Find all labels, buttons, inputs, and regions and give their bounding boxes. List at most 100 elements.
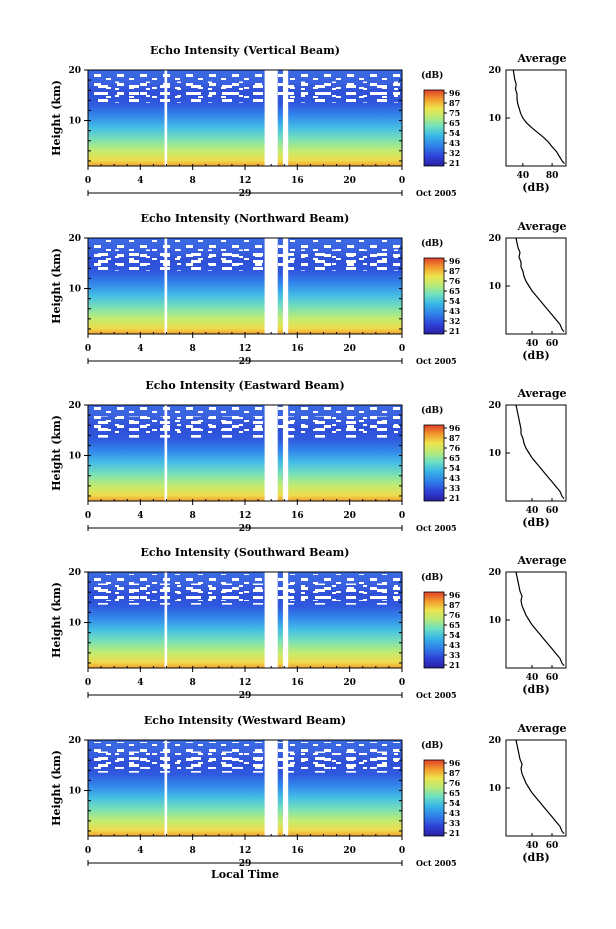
panel-title: Echo Intensity (Vertical Beam) bbox=[150, 44, 340, 57]
x-tick-label: 20 bbox=[343, 511, 356, 521]
y-tick-label: 20 bbox=[68, 568, 81, 578]
y-axis-label: Height (km) bbox=[50, 582, 63, 658]
colorbar-tick-label: 65 bbox=[449, 788, 460, 798]
date-month: Oct 2005 bbox=[416, 858, 457, 868]
average-x-tick-label: 40 bbox=[526, 506, 539, 516]
date-day: 29 bbox=[239, 524, 252, 534]
colorbar bbox=[423, 89, 445, 167]
colorbar-tick-label: 96 bbox=[449, 88, 461, 98]
average-y-tick-label: 20 bbox=[488, 568, 501, 578]
average-title: Average bbox=[516, 387, 566, 400]
colorbar bbox=[423, 591, 445, 669]
average-y-tick-label: 20 bbox=[488, 401, 501, 411]
average-profile-line bbox=[515, 404, 565, 499]
panel-title: Echo Intensity (Northward Beam) bbox=[141, 212, 350, 225]
data-gap-3 bbox=[282, 405, 289, 501]
colorbar-tick-label: 21 bbox=[449, 326, 460, 336]
average-profile-line bbox=[515, 237, 565, 332]
data-gap-1 bbox=[164, 740, 168, 836]
average-frame bbox=[505, 571, 567, 669]
y-tick-label: 20 bbox=[68, 66, 81, 76]
average-x-tick-label: 60 bbox=[546, 339, 559, 349]
average-profile-line bbox=[515, 571, 565, 666]
x-tick-label: 0 bbox=[399, 511, 405, 521]
heatmap-gaps-mid bbox=[88, 416, 402, 438]
colorbar-tick-label: 65 bbox=[449, 118, 460, 128]
panel-4: Echo Intensity (Southward Beam) 20 10 Heigh… bbox=[50, 546, 567, 701]
date-day: 29 bbox=[239, 859, 252, 869]
colorbar-tick-label: 87 bbox=[449, 266, 460, 276]
colorbar-tick-label: 87 bbox=[449, 433, 460, 443]
average-y-tick-label: 10 bbox=[488, 114, 501, 124]
x-tick-label: 20 bbox=[343, 344, 356, 354]
date-month: Oct 2005 bbox=[416, 523, 457, 533]
average-x-tick-label: 60 bbox=[546, 673, 559, 683]
colorbar-tick-label: 43 bbox=[449, 138, 461, 148]
x-tick-label: 16 bbox=[291, 846, 304, 856]
panel-3: Echo Intensity (Eastward Beam) 20 10 Height… bbox=[50, 379, 567, 534]
colorbar-tick-label: 96 bbox=[449, 590, 461, 600]
x-tick-label: 0 bbox=[399, 344, 405, 354]
colorbar-tick-label: 43 bbox=[449, 640, 461, 650]
panel-title: Echo Intensity (Eastward Beam) bbox=[145, 379, 344, 392]
colorbar-tick-label: 76 bbox=[449, 610, 461, 620]
average-frame bbox=[505, 237, 567, 335]
average-y-tick-label: 10 bbox=[488, 282, 501, 292]
average-y-tick-label: 10 bbox=[488, 784, 501, 794]
date-month: Oct 2005 bbox=[416, 690, 457, 700]
colorbar-tick-label: 76 bbox=[449, 276, 461, 286]
data-gap-2 bbox=[264, 238, 278, 334]
x-tick-label: 8 bbox=[190, 678, 196, 688]
x-tick-label: 0 bbox=[85, 511, 91, 521]
colorbar-tick-label: 21 bbox=[449, 828, 460, 838]
y-tick-label: 20 bbox=[68, 401, 81, 411]
x-tick-label: 4 bbox=[137, 678, 143, 688]
average-title: Average bbox=[516, 554, 566, 567]
colorbar-tick-label: 54 bbox=[449, 463, 461, 473]
y-axis-label: Height (km) bbox=[50, 415, 63, 491]
y-tick-label: 20 bbox=[68, 234, 81, 244]
colorbar-tick-label: 96 bbox=[449, 423, 461, 433]
x-tick-label: 0 bbox=[85, 344, 91, 354]
x-tick-label: 16 bbox=[291, 176, 304, 186]
x-tick-label: 16 bbox=[291, 678, 304, 688]
colorbar-tick-label: 87 bbox=[449, 98, 460, 108]
x-tick-label: 8 bbox=[190, 846, 196, 856]
colorbar-tick-label: 87 bbox=[449, 600, 460, 610]
panel-title: Echo Intensity (Southward Beam) bbox=[141, 546, 350, 559]
colorbar-unit: (dB) bbox=[421, 238, 443, 249]
average-title: Average bbox=[516, 722, 566, 735]
average-profile-line bbox=[512, 69, 565, 165]
panel-5: Echo Intensity (Westward Beam) 20 10 Height… bbox=[50, 714, 567, 869]
data-gap-3 bbox=[282, 238, 289, 334]
x-tick-label: 4 bbox=[137, 511, 143, 521]
date-day: 29 bbox=[239, 691, 252, 701]
average-x-label: (dB) bbox=[522, 516, 549, 529]
data-gap-2 bbox=[264, 405, 278, 501]
x-tick-label: 8 bbox=[190, 176, 196, 186]
colorbar-tick-label: 54 bbox=[449, 798, 461, 808]
average-y-tick-label: 20 bbox=[488, 66, 501, 76]
x-tick-label: 20 bbox=[343, 678, 356, 688]
date-day: 29 bbox=[239, 357, 252, 367]
x-tick-label: 20 bbox=[343, 846, 356, 856]
x-tick-label: 0 bbox=[399, 846, 405, 856]
date-day: 29 bbox=[239, 189, 252, 199]
y-tick-label: 10 bbox=[68, 285, 81, 295]
data-gap-3 bbox=[282, 740, 289, 836]
colorbar-tick-label: 54 bbox=[449, 128, 461, 138]
x-tick-label: 12 bbox=[239, 344, 252, 354]
data-gap-1 bbox=[164, 572, 168, 668]
y-tick-label: 10 bbox=[68, 787, 81, 797]
average-y-tick-label: 20 bbox=[488, 234, 501, 244]
average-y-tick-label: 20 bbox=[488, 736, 501, 746]
x-tick-label: 0 bbox=[399, 176, 405, 186]
average-x-tick-label: 40 bbox=[526, 841, 539, 851]
colorbar-tick-label: 87 bbox=[449, 768, 460, 778]
x-tick-label: 8 bbox=[190, 344, 196, 354]
colorbar-tick-label: 96 bbox=[449, 758, 461, 768]
average-x-label: (dB) bbox=[522, 349, 549, 362]
colorbar-tick-label: 21 bbox=[449, 158, 460, 168]
colorbar-tick-label: 76 bbox=[449, 443, 461, 453]
